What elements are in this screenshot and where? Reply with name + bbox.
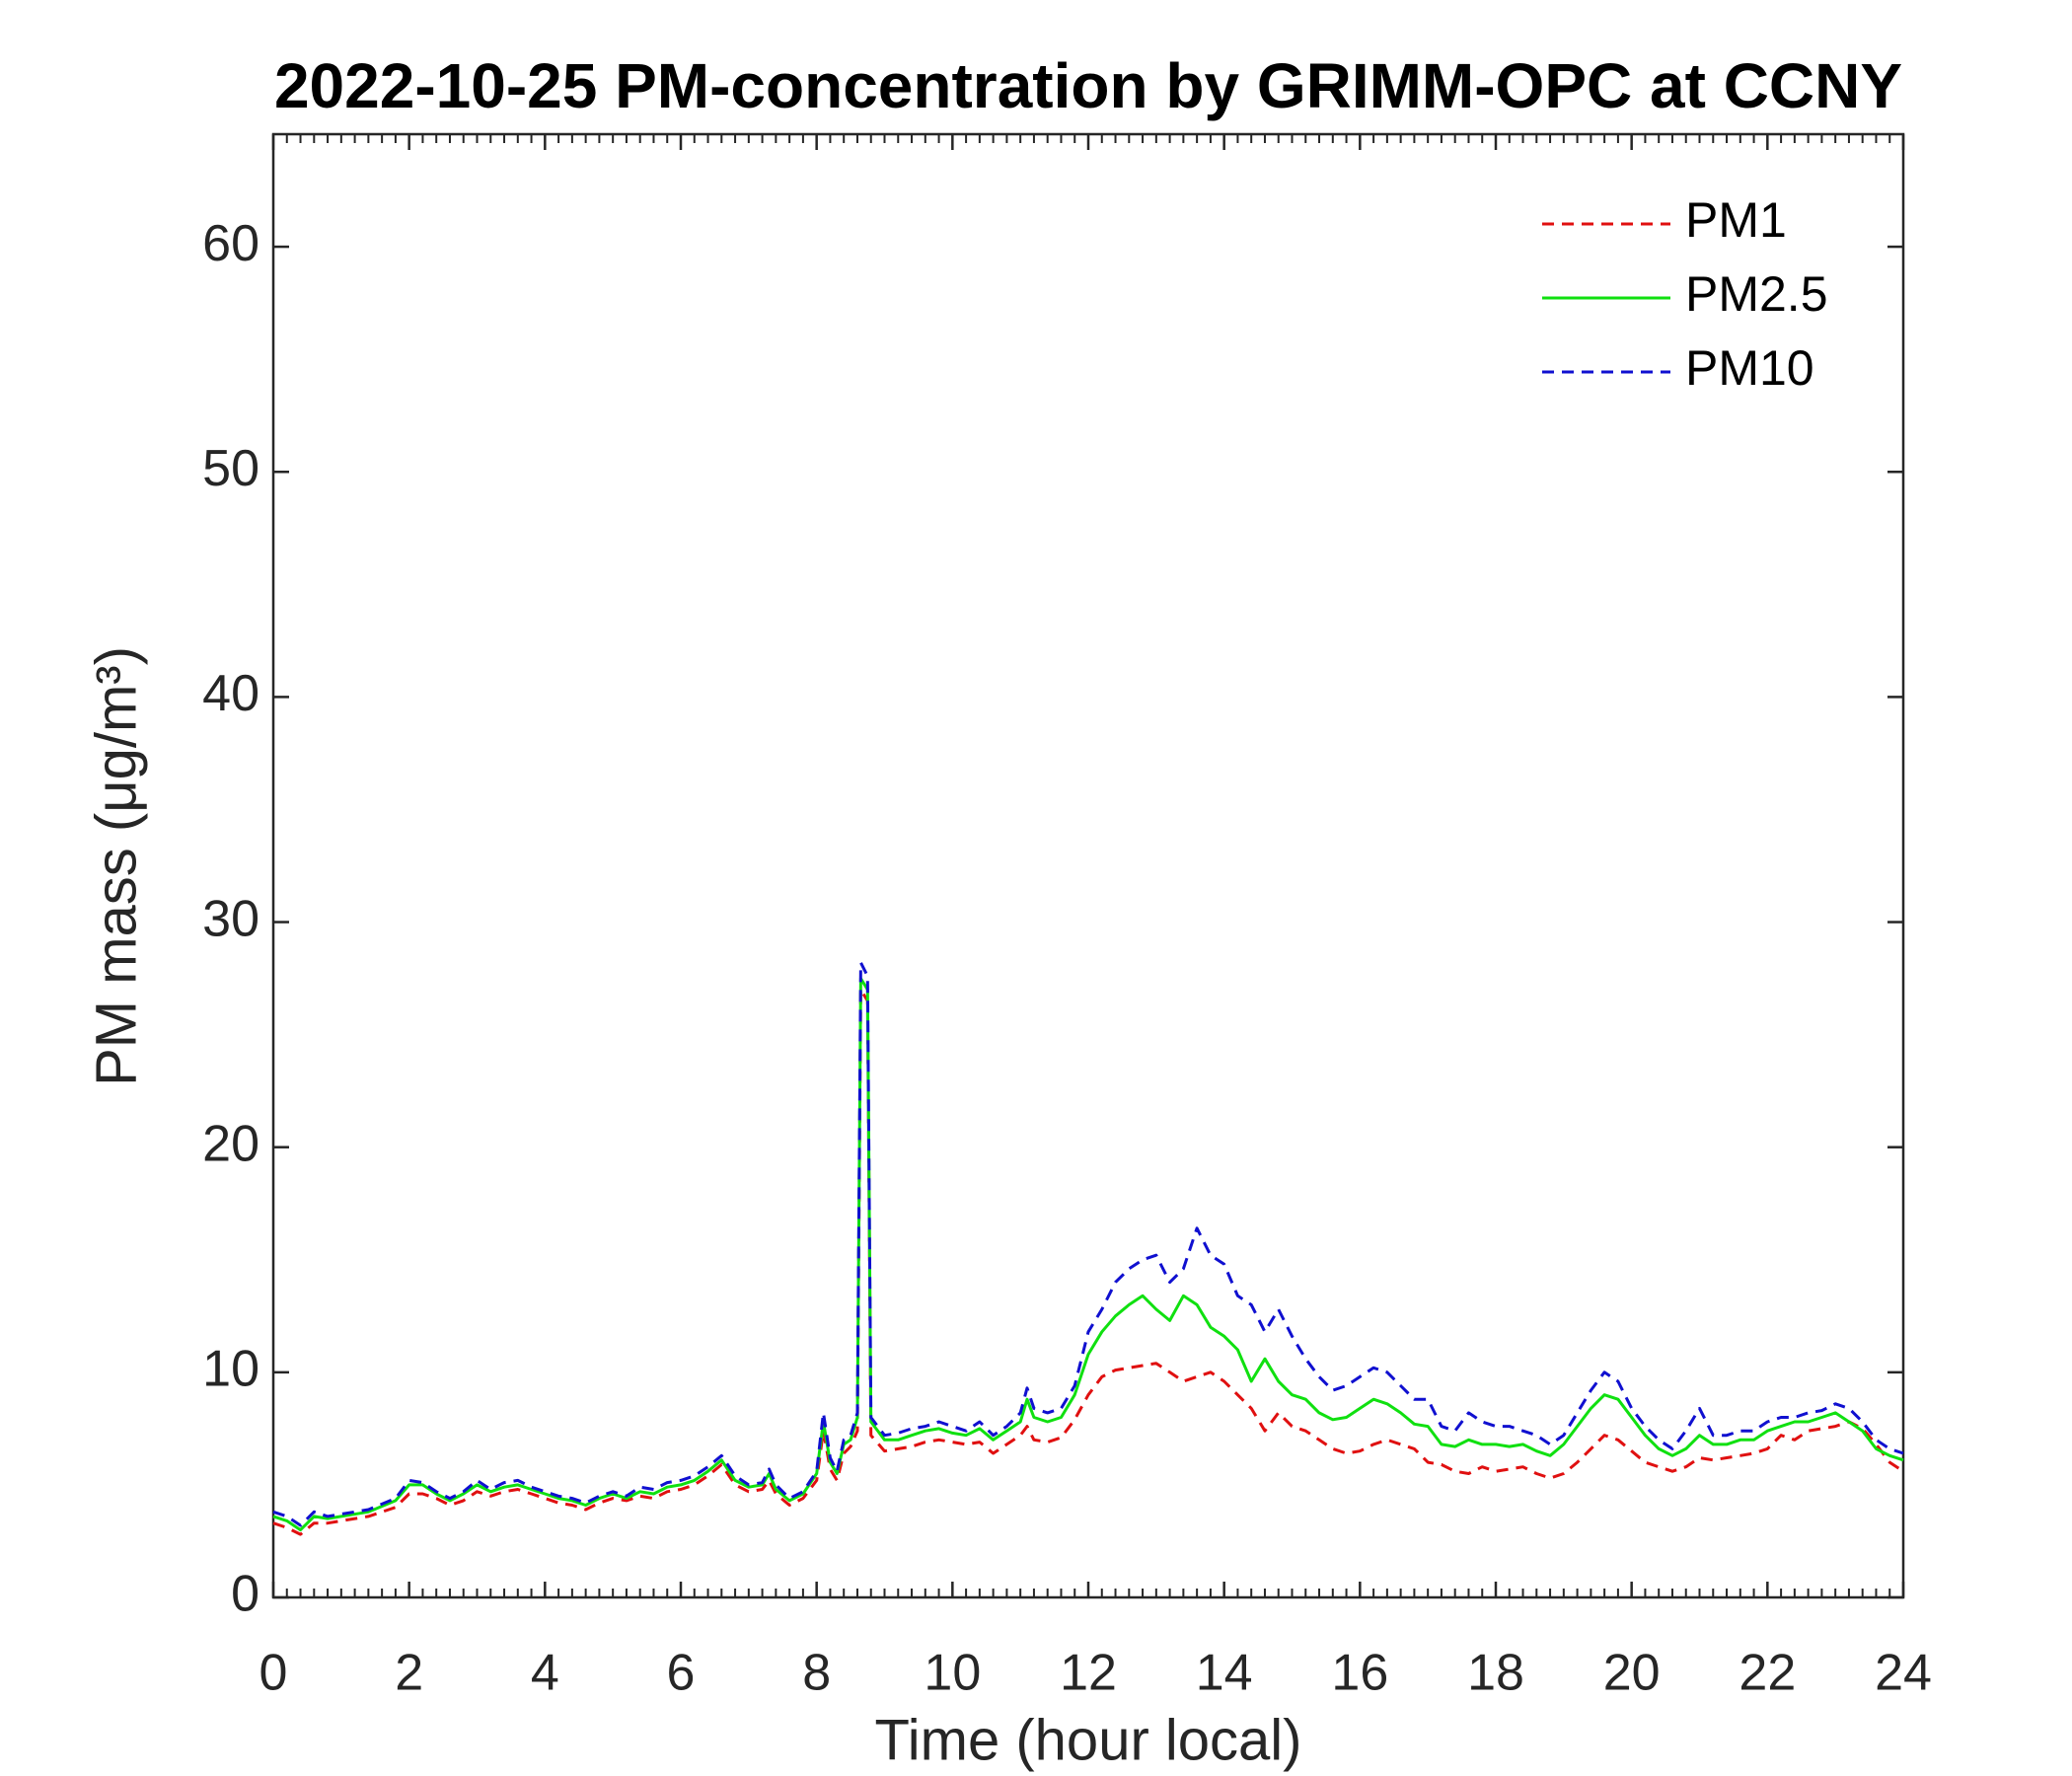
y-tick-label: 40 <box>202 665 259 722</box>
data-line <box>272 977 1904 1532</box>
x-tick-label: 22 <box>1739 1645 1796 1702</box>
y-tick-label: 60 <box>202 215 259 272</box>
y-tick-label: 30 <box>202 890 259 947</box>
x-tick-label: 18 <box>1467 1645 1524 1702</box>
x-tick-label: 10 <box>924 1645 981 1702</box>
x-tick-label: 6 <box>667 1645 696 1702</box>
x-tick-label: 16 <box>1331 1645 1388 1702</box>
y-tick-label: 50 <box>202 440 259 497</box>
y-tick-label: 0 <box>231 1566 259 1623</box>
legend-label: PM1 <box>1685 192 1787 248</box>
data-line <box>272 961 1904 1527</box>
y-tick-label: 20 <box>202 1115 259 1172</box>
x-tick-label: 24 <box>1875 1645 1932 1702</box>
legend-label: PM2.5 <box>1685 266 1828 322</box>
chart-title: 2022-10-25 PM-concentration by GRIMM-OPC… <box>274 50 1902 121</box>
y-axis-label: PM mass (μg/m³) <box>84 646 148 1086</box>
x-tick-label: 2 <box>395 1645 423 1702</box>
x-tick-label: 20 <box>1603 1645 1661 1702</box>
x-tick-label: 0 <box>259 1645 288 1702</box>
y-tick-label: 10 <box>202 1341 259 1398</box>
x-tick-label: 4 <box>531 1645 559 1702</box>
x-axis-label: Time (hour local) <box>875 1708 1302 1772</box>
x-tick-label: 8 <box>802 1645 831 1702</box>
data-line <box>272 988 1904 1536</box>
legend-label: PM10 <box>1685 340 1814 396</box>
x-tick-label: 14 <box>1196 1645 1253 1702</box>
x-tick-label: 12 <box>1060 1645 1117 1702</box>
